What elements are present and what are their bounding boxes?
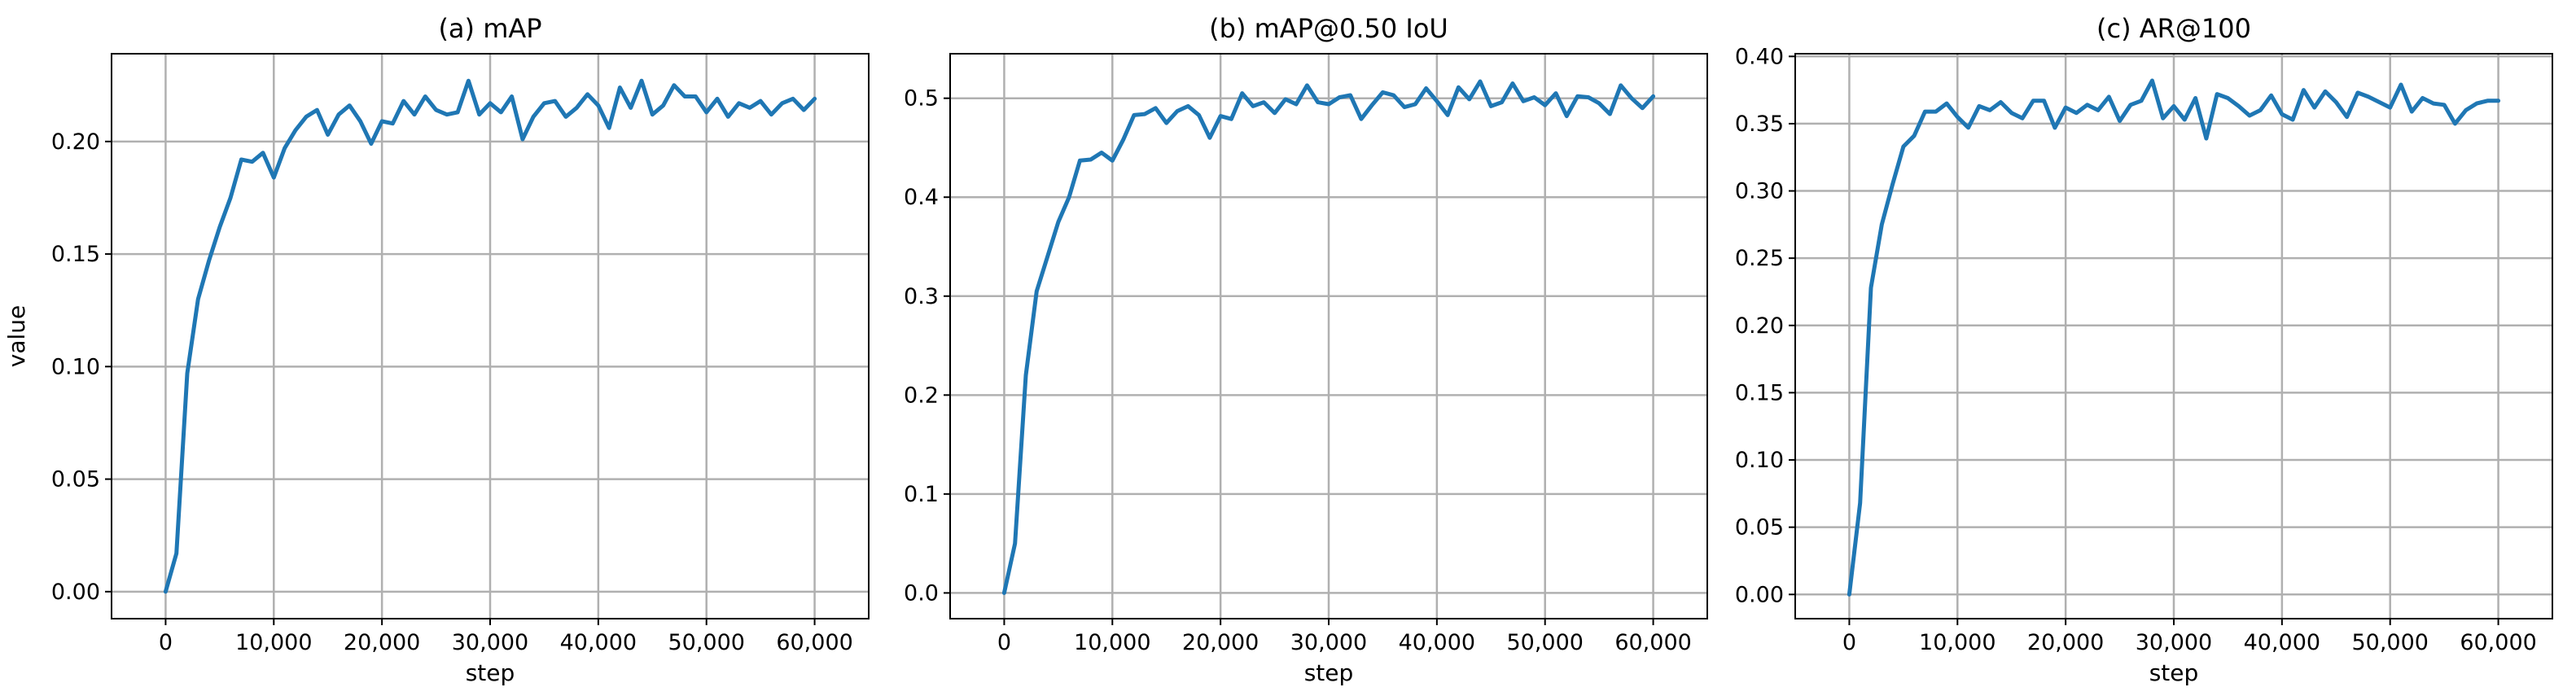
chart-title: (c) AR@100	[2096, 13, 2251, 44]
y-tick-label: 0.4	[904, 185, 939, 210]
y-axis-label: value	[3, 305, 30, 367]
x-tick-label: 0	[1842, 630, 1856, 655]
chart-title: (a) mAP	[438, 13, 541, 44]
y-tick-label: 0.20	[51, 129, 100, 155]
y-tick-label: 0.2	[904, 383, 939, 408]
x-tick-label: 10,000	[1919, 630, 1996, 655]
y-tick-label: 0.10	[1735, 448, 1784, 473]
y-tick-label: 0.20	[1735, 313, 1784, 339]
series-line	[163, 78, 817, 594]
x-tick-label: 30,000	[1290, 630, 1367, 655]
x-tick-label: 10,000	[1074, 630, 1150, 655]
x-tick-label: 10,000	[235, 630, 312, 655]
y-tick-label: 0.00	[51, 580, 100, 605]
x-axis-label: step	[2149, 659, 2199, 686]
y-tick-label: 0.5	[904, 86, 939, 112]
x-tick-label: 50,000	[2351, 630, 2428, 655]
chart-title: (b) mAP@0.50 IoU	[1209, 13, 1448, 44]
x-tick-label: 40,000	[2244, 630, 2320, 655]
x-tick-label: 0	[159, 630, 173, 655]
x-tick-label: 0	[997, 630, 1011, 655]
y-tick-label: 0.25	[1735, 246, 1784, 271]
chart-panel-ar100: 0 10,000 20,000 30,000 40,000 50,000 60,000 0.0…	[1735, 13, 2553, 686]
series-line	[1847, 78, 2501, 597]
x-tick-label: 60,000	[776, 630, 852, 655]
x-tick-label: 50,000	[668, 630, 744, 655]
x-axis-label: step	[1304, 659, 1354, 686]
y-tick-label: 0.15	[1735, 380, 1784, 405]
chart-panel-map: 0 10,000 20,000 30,000 40,000 50,000 60,000 0.0…	[3, 13, 870, 686]
x-tick-label: 40,000	[560, 630, 637, 655]
x-tick-label: 60,000	[2460, 630, 2536, 655]
y-tick-label: 0.0	[904, 580, 939, 606]
y-tick-label: 0.00	[1735, 582, 1784, 607]
y-tick-label: 0.10	[51, 354, 100, 379]
y-tick-label: 0.05	[51, 467, 100, 492]
y-tick-label: 0.30	[1735, 179, 1784, 204]
x-tick-label: 50,000	[1506, 630, 1583, 655]
y-tick-label: 0.35	[1735, 112, 1784, 137]
x-tick-label: 60,000	[1614, 630, 1691, 655]
x-tick-label: 20,000	[2027, 630, 2104, 655]
x-tick-label: 40,000	[1399, 630, 1475, 655]
x-tick-label: 30,000	[452, 630, 528, 655]
x-tick-label: 20,000	[1182, 630, 1259, 655]
y-tick-label: 0.3	[904, 284, 939, 309]
series-line	[1001, 79, 1656, 595]
y-tick-label: 0.15	[51, 242, 100, 267]
x-tick-label: 30,000	[2136, 630, 2212, 655]
x-tick-label: 20,000	[344, 630, 420, 655]
chart-panel-map50: 0 10,000 20,000 30,000 40,000 50,000 60,000 0.0…	[904, 13, 1708, 686]
y-tick-label: 0.1	[904, 482, 939, 507]
y-tick-label: 0.40	[1735, 44, 1784, 69]
x-axis-label: step	[466, 659, 515, 686]
y-tick-label: 0.05	[1735, 515, 1784, 541]
